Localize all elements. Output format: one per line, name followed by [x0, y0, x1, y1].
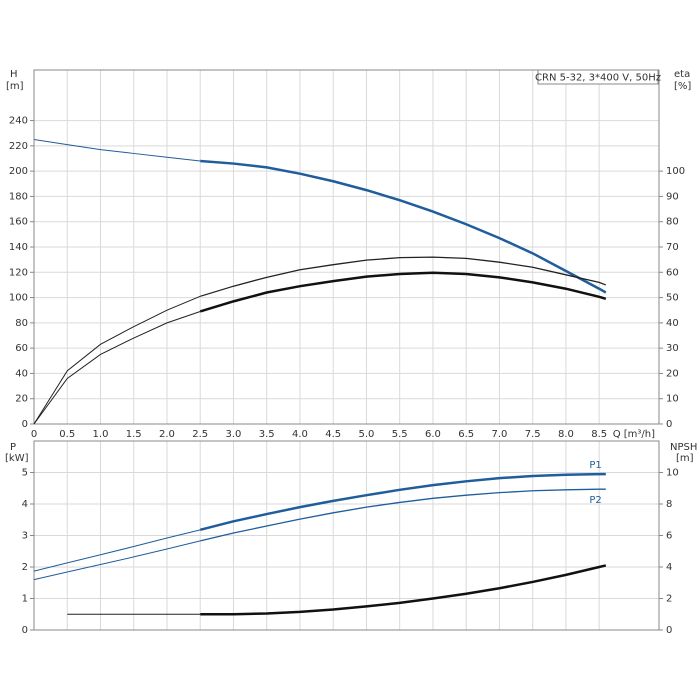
y2-tick-label: 50: [666, 293, 679, 304]
x-tick-label: 5.5: [392, 429, 408, 440]
y-tick-label: 4: [22, 499, 28, 510]
curve: [200, 256, 607, 297]
x-tick-label: 5.0: [358, 429, 374, 440]
x-tick-label: 3.0: [226, 429, 242, 440]
plot-frame: [33, 440, 660, 631]
y-tick-label: 160: [9, 217, 28, 228]
x-tick-label: 1.0: [93, 429, 109, 440]
curve: [33, 139, 201, 162]
y-tick-label: 60: [15, 343, 28, 354]
x-tick-label: 2.0: [159, 429, 175, 440]
x-tick-label: 3.5: [259, 429, 275, 440]
x-tick-label: 0.5: [59, 429, 75, 440]
x-axis-label: Q [m³/h]: [613, 429, 655, 440]
y-axis-unit: [m]: [6, 81, 24, 92]
series-label: P2: [589, 495, 601, 506]
y-tick-label: 180: [9, 191, 28, 202]
x-tick-label: 7.5: [525, 429, 541, 440]
y2-tick-label: 70: [666, 242, 679, 253]
y-axis-label: P: [10, 442, 16, 453]
y2-tick-label: 0: [666, 625, 672, 636]
plot-frame: [33, 69, 660, 425]
y2-tick-label: 40: [666, 318, 679, 329]
y2-tick-label: 0: [666, 419, 672, 430]
y-tick-label: 1: [22, 594, 28, 605]
x-tick-label: 4.0: [292, 429, 308, 440]
y2-tick-label: 100: [666, 166, 685, 177]
x-tick-label: 4.5: [325, 429, 341, 440]
annotation-box: [537, 69, 659, 85]
x-tick-label: 2.5: [192, 429, 208, 440]
y2-tick-label: 60: [666, 267, 679, 278]
curve: [200, 488, 606, 542]
annotation: CRN 5-32, 3*400 V, 50Hz: [535, 73, 661, 84]
y2-tick-label: 8: [666, 499, 672, 510]
curve: [200, 564, 607, 616]
y2-tick-label: 90: [666, 191, 679, 202]
x-tick-label: 6.5: [458, 429, 474, 440]
y-tick-label: 240: [9, 116, 28, 127]
y2-tick-label: 20: [666, 368, 679, 379]
curve: [199, 472, 606, 532]
y-tick-label: 100: [9, 293, 28, 304]
series-label: P1: [589, 460, 601, 471]
curve: [200, 159, 607, 294]
y-tick-label: 5: [22, 468, 28, 479]
y2-tick-label: 6: [666, 531, 672, 542]
y2-tick-label: 10: [666, 394, 679, 405]
y-tick-label: 200: [9, 166, 28, 177]
y-tick-label: 40: [15, 368, 28, 379]
y2-tick-label: 2: [666, 594, 672, 605]
x-tick-label: 0: [31, 429, 37, 440]
y-tick-label: 220: [9, 141, 28, 152]
y-tick-label: 2: [22, 562, 28, 573]
y-axis-unit: [kW]: [5, 453, 29, 464]
y-tick-label: 0: [22, 625, 28, 636]
curve: [199, 271, 607, 313]
y2-tick-label: 80: [666, 217, 679, 228]
y-tick-label: 120: [9, 267, 28, 278]
x-tick-label: 8.5: [591, 429, 607, 440]
curve: [33, 295, 201, 425]
x-tick-label: 1.5: [126, 429, 142, 440]
y2-axis-unit: [%]: [674, 81, 691, 92]
x-tick-label: 8.0: [558, 429, 574, 440]
y-tick-label: 3: [22, 531, 28, 542]
y2-tick-label: 30: [666, 343, 679, 354]
curve: [33, 529, 201, 572]
plots: 0 0.5 1.0 1.5 2.0 2.5 3.0 3.5 4.0 4.5 5.0 5.5 6.0 6.5…: [9, 69, 685, 636]
y2-axis-label: NPSH: [670, 442, 697, 453]
y2-axis-unit: [m]: [676, 453, 694, 464]
x-tick-label: 6.0: [425, 429, 441, 440]
y-tick-label: 20: [15, 394, 28, 405]
y-tick-label: 140: [9, 242, 28, 253]
y2-axis-label: eta: [674, 69, 690, 80]
x-tick-label: 7.0: [491, 429, 507, 440]
y-tick-label: 0: [22, 419, 28, 430]
curve: [33, 540, 201, 581]
curve: [33, 311, 201, 425]
y-axis-label: H: [10, 69, 18, 80]
y2-tick-label: 4: [666, 562, 672, 573]
y2-tick-label: 10: [666, 468, 679, 479]
y-tick-label: 80: [15, 318, 28, 329]
